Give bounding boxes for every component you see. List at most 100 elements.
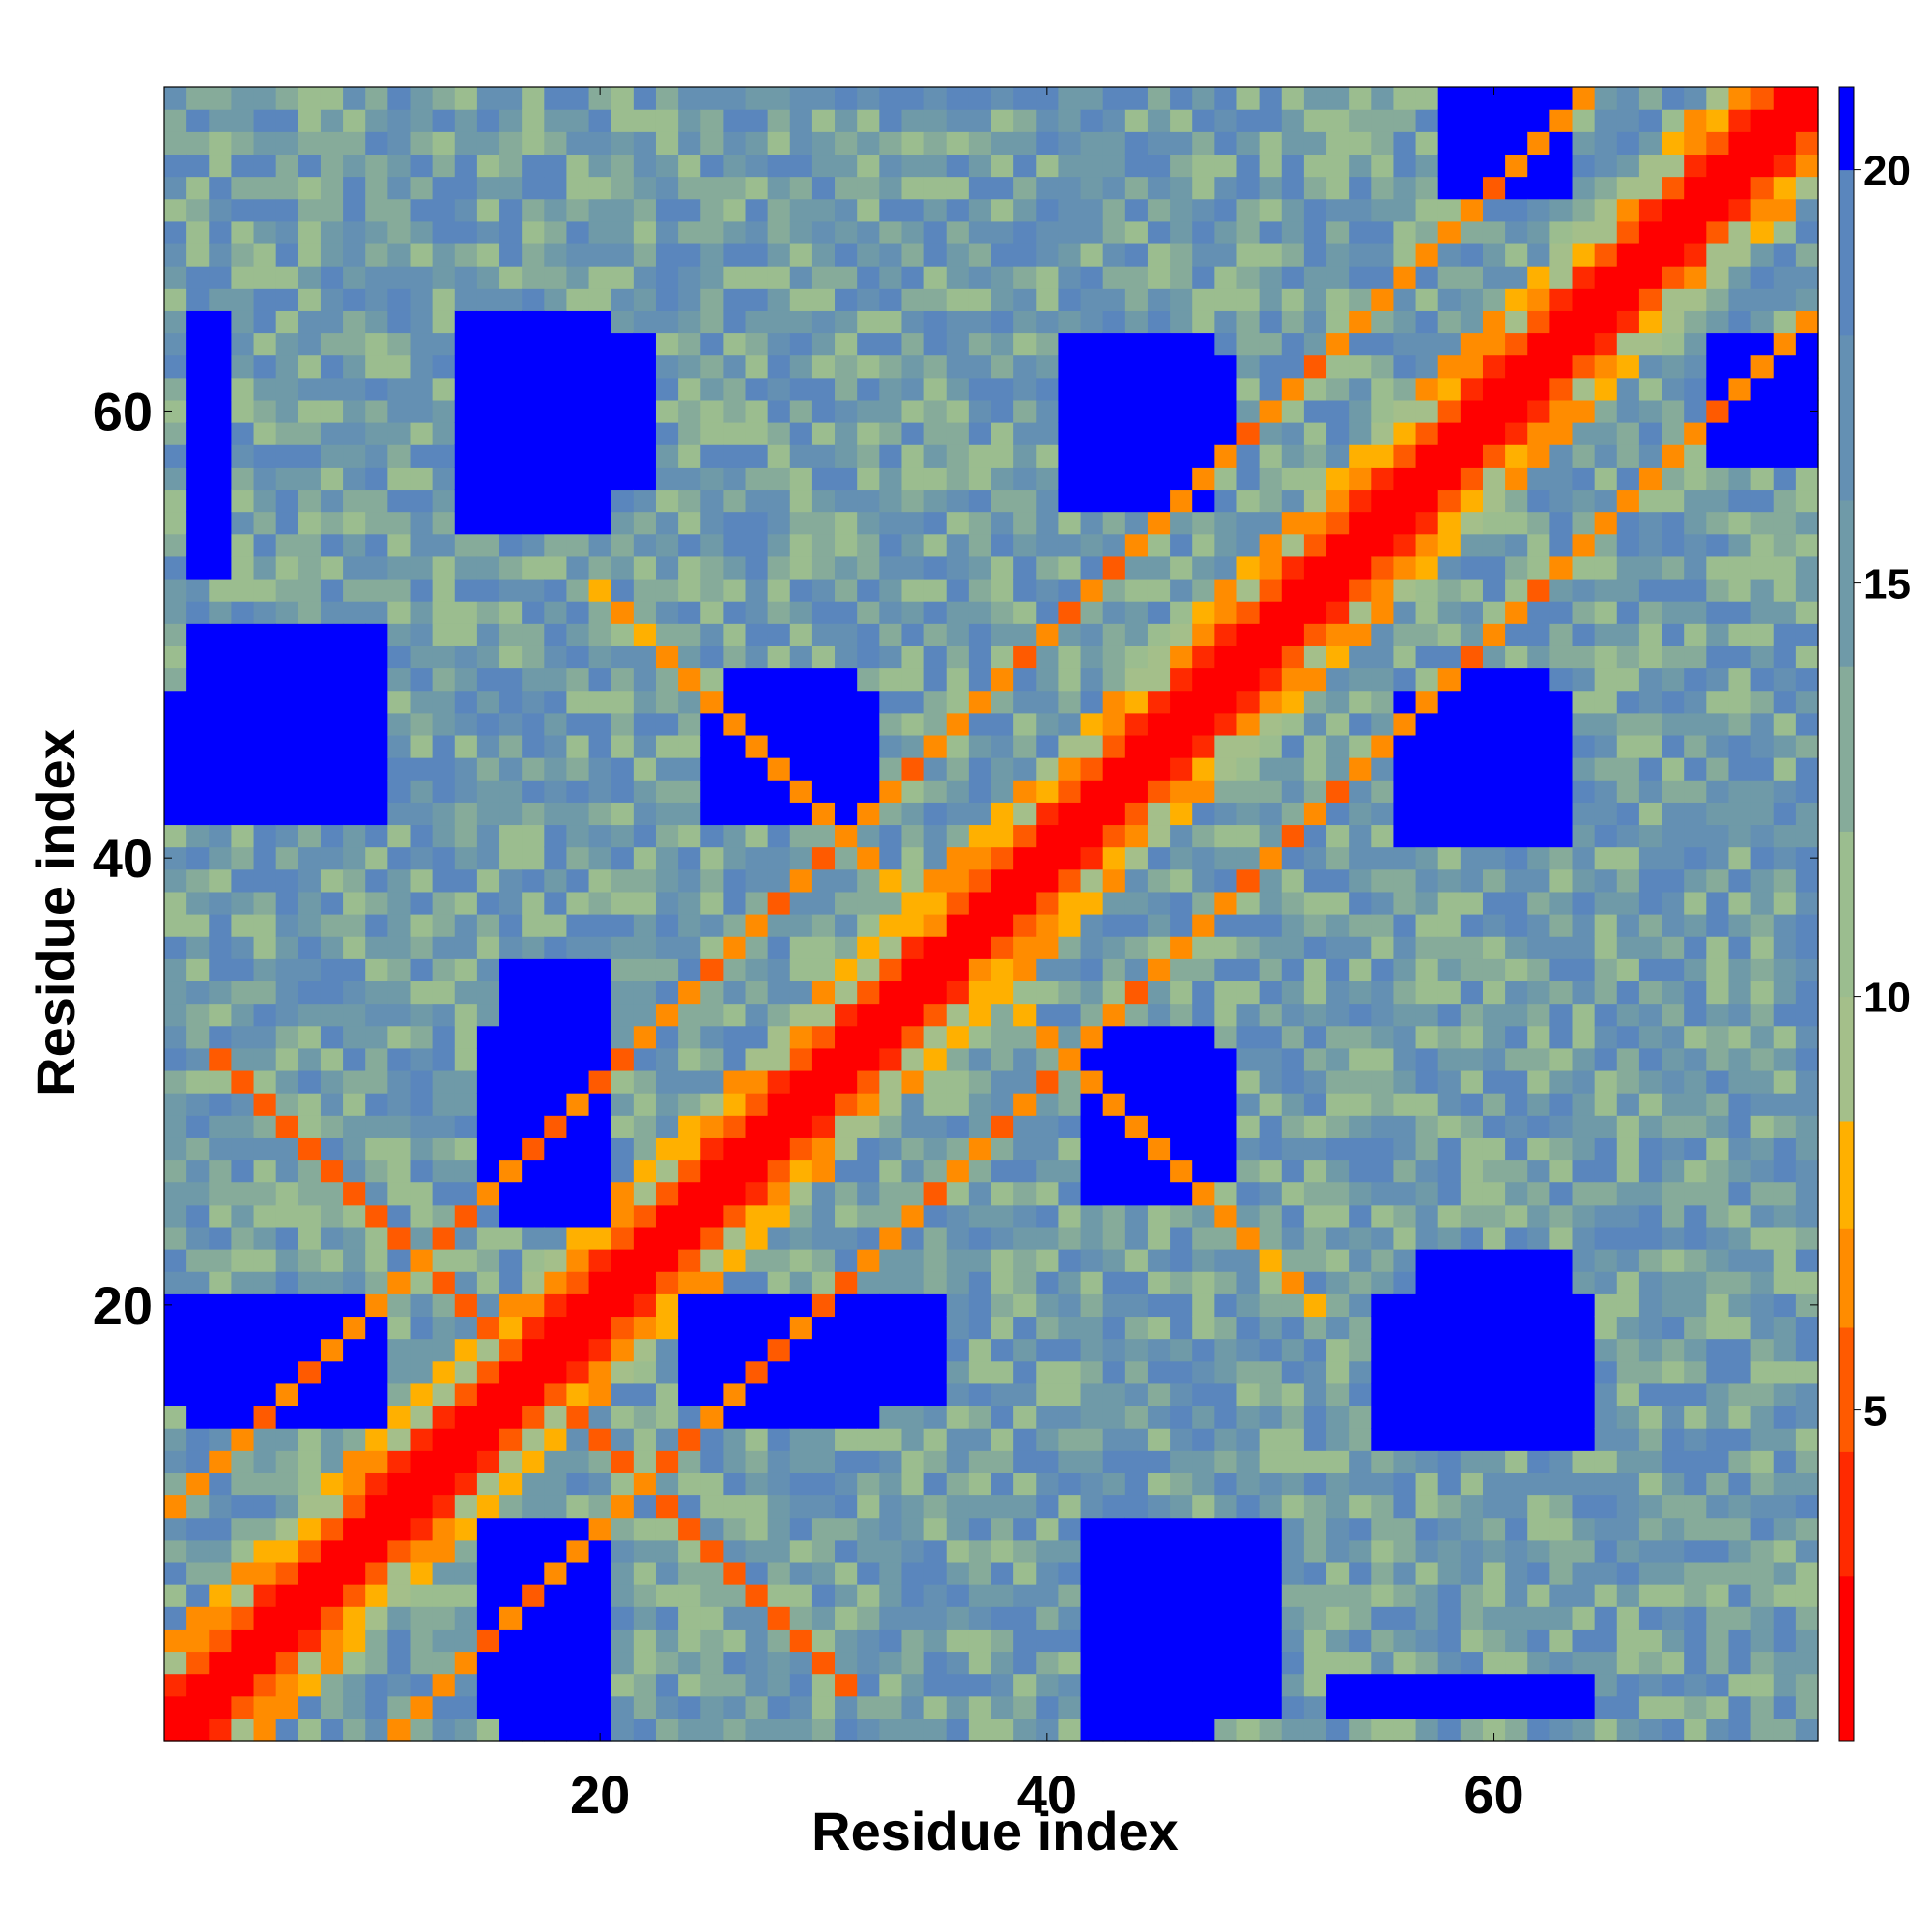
heatmap-cell xyxy=(432,757,456,781)
heatmap-cell xyxy=(365,109,388,132)
heatmap-cell xyxy=(857,1003,880,1027)
heatmap-cell xyxy=(454,1181,478,1206)
heatmap-cell xyxy=(901,1695,925,1719)
heatmap-cell xyxy=(745,1360,769,1384)
heatmap-cell xyxy=(1192,645,1215,669)
heatmap-cell xyxy=(499,1338,523,1362)
heatmap-cell xyxy=(789,1673,813,1697)
heatmap-cell xyxy=(1147,712,1171,736)
heatmap-cell xyxy=(1437,1181,1462,1206)
heatmap-cell xyxy=(835,757,858,781)
heatmap-cell xyxy=(1303,399,1327,423)
heatmap-cell xyxy=(1616,555,1640,580)
heatmap-cell xyxy=(522,266,545,289)
heatmap-cell xyxy=(1236,220,1261,244)
heatmap-cell xyxy=(991,690,1014,714)
heatmap-cell xyxy=(343,578,366,602)
heatmap-cell xyxy=(365,1360,388,1384)
heatmap-cell xyxy=(365,1293,388,1318)
heatmap-cell xyxy=(410,1316,434,1340)
heatmap-cell xyxy=(789,220,813,244)
heatmap-cell xyxy=(1549,1249,1574,1272)
heatmap-cell xyxy=(410,1450,434,1473)
heatmap-cell xyxy=(789,712,813,736)
heatmap-cell xyxy=(1102,1115,1126,1138)
heatmap-cell xyxy=(723,958,747,982)
heatmap-cell xyxy=(454,668,478,692)
heatmap-cell xyxy=(678,555,701,580)
heatmap-cell xyxy=(991,220,1014,244)
heatmap-cell xyxy=(655,1561,679,1585)
heatmap-cell xyxy=(991,914,1014,937)
heatmap-cell xyxy=(1572,220,1596,244)
heatmap-cell xyxy=(1616,1382,1640,1406)
heatmap-cell xyxy=(1638,332,1662,356)
heatmap-cell xyxy=(811,176,836,200)
heatmap-cell xyxy=(1058,802,1082,826)
heatmap-cell xyxy=(209,780,233,803)
heatmap-cell xyxy=(633,154,657,178)
heatmap-cell xyxy=(1303,1450,1327,1473)
heatmap-cell xyxy=(1616,1561,1640,1585)
heatmap-cell xyxy=(1236,958,1261,982)
heatmap-cell xyxy=(1482,399,1506,423)
heatmap-cell xyxy=(1460,1047,1484,1071)
heatmap-cell xyxy=(789,131,813,156)
heatmap-cell xyxy=(1058,668,1082,692)
heatmap-cell xyxy=(857,914,880,937)
heatmap-cell xyxy=(923,533,948,557)
heatmap-cell xyxy=(454,802,478,826)
heatmap-cell xyxy=(835,288,858,311)
heatmap-cell xyxy=(320,332,344,356)
heatmap-cell xyxy=(767,1069,791,1094)
heatmap-cell xyxy=(811,555,836,580)
heatmap-cell xyxy=(1371,601,1395,624)
heatmap-cell xyxy=(454,623,478,646)
heatmap-cell xyxy=(811,980,836,1005)
heatmap-cell xyxy=(365,444,388,468)
heatmap-cell xyxy=(186,1069,210,1094)
heatmap-cell xyxy=(1036,846,1060,870)
heatmap-cell xyxy=(1236,645,1261,669)
heatmap-cell xyxy=(1594,242,1618,267)
heatmap-cell xyxy=(1214,757,1238,781)
heatmap-cell xyxy=(410,198,434,222)
heatmap-cell xyxy=(1349,533,1372,557)
heatmap-cell xyxy=(1170,1249,1193,1272)
heatmap-cell xyxy=(365,802,388,826)
heatmap-cell xyxy=(1349,1338,1372,1362)
heatmap-cell xyxy=(1102,1539,1126,1563)
heatmap-cell xyxy=(1482,1472,1506,1496)
heatmap-cell xyxy=(1437,1159,1462,1183)
heatmap-cell xyxy=(365,1695,388,1719)
heatmap-cell xyxy=(1393,914,1417,937)
heatmap-cell xyxy=(678,668,701,692)
heatmap-cell xyxy=(1058,288,1082,311)
heatmap-cell xyxy=(789,511,813,535)
heatmap-cell xyxy=(1349,601,1372,624)
heatmap-cell xyxy=(1415,1629,1439,1653)
heatmap-cell xyxy=(1549,1047,1574,1071)
heatmap-cell xyxy=(1259,1316,1283,1340)
heatmap-cell xyxy=(633,1159,657,1183)
heatmap-cell xyxy=(1482,1226,1506,1250)
heatmap-cell xyxy=(1415,958,1439,982)
heatmap-cell xyxy=(633,757,657,781)
heatmap-cell xyxy=(1124,958,1149,982)
heatmap-cell xyxy=(454,980,478,1005)
heatmap-cell xyxy=(1638,1673,1662,1697)
heatmap-cell xyxy=(923,131,948,156)
heatmap-cell xyxy=(1036,489,1060,513)
heatmap-cell xyxy=(298,1137,322,1161)
heatmap-cell xyxy=(1415,623,1439,646)
heatmap-cell xyxy=(1393,980,1417,1005)
heatmap-cell xyxy=(857,1249,880,1272)
heatmap-cell xyxy=(991,980,1014,1005)
heatmap-cell xyxy=(320,1047,344,1071)
heatmap-cell xyxy=(1147,310,1171,334)
heatmap-cell xyxy=(544,668,568,692)
heatmap-cell xyxy=(1192,1472,1215,1496)
heatmap-cell xyxy=(835,1561,858,1585)
heatmap-cell xyxy=(879,980,903,1005)
heatmap-cell xyxy=(633,1695,657,1719)
